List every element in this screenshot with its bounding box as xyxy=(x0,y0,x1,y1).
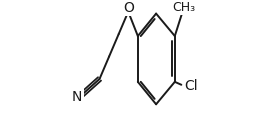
Text: Cl: Cl xyxy=(185,78,198,92)
Text: O: O xyxy=(123,1,134,15)
Text: N: N xyxy=(72,90,82,104)
Text: CH₃: CH₃ xyxy=(172,1,195,14)
